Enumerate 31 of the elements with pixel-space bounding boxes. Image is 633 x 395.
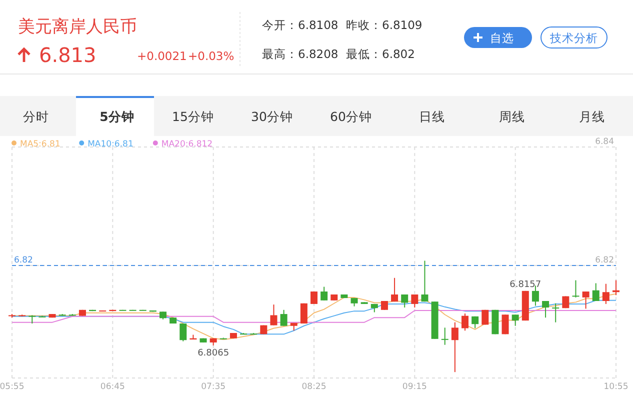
add-button: 自选 xyxy=(464,27,532,48)
chart-title: 美元离岸人民币 xyxy=(18,17,137,37)
text: +0.03% xyxy=(188,49,234,63)
x-tick-label: 07:35 xyxy=(201,382,226,392)
x-tick-label: 06:45 xyxy=(100,382,125,392)
x-tick-label: 10:55 xyxy=(604,382,628,392)
chart-subtitle: 6.813 xyxy=(39,43,96,67)
text: 日线 xyxy=(419,109,445,124)
legend-label: MA20:6.812 xyxy=(161,140,213,150)
text: 最高：6.8208 xyxy=(262,47,338,61)
text: 30分钟 xyxy=(251,109,293,124)
legend-label: MA10:6.81 xyxy=(88,140,134,150)
text: 5分钟 xyxy=(100,109,134,124)
text: 今开：6.8108 xyxy=(262,18,338,32)
text: 月线 xyxy=(579,109,605,124)
annotation: 6.8065 xyxy=(198,348,230,358)
text: 周线 xyxy=(499,109,525,124)
text: 昨收：6.8109 xyxy=(346,18,422,32)
text: 60分钟 xyxy=(330,109,372,124)
text: 最低：6.802 xyxy=(346,47,415,61)
x-tick-label: 09:15 xyxy=(402,382,427,392)
annotation: 6.8157 xyxy=(510,280,542,290)
text: +0.0021 xyxy=(137,49,187,63)
text: 15分钟 xyxy=(172,109,214,124)
analysis-button: 技术分析 xyxy=(540,26,608,48)
text: 分时 xyxy=(23,109,49,124)
ref-line-label: 6.82 xyxy=(14,255,33,266)
x-tick-label: 05:55 xyxy=(0,382,24,392)
y-tick-label: 6.84 xyxy=(595,137,614,147)
legend-label: MA5:6.81 xyxy=(20,140,60,150)
x-tick-label: 08:25 xyxy=(302,382,326,392)
